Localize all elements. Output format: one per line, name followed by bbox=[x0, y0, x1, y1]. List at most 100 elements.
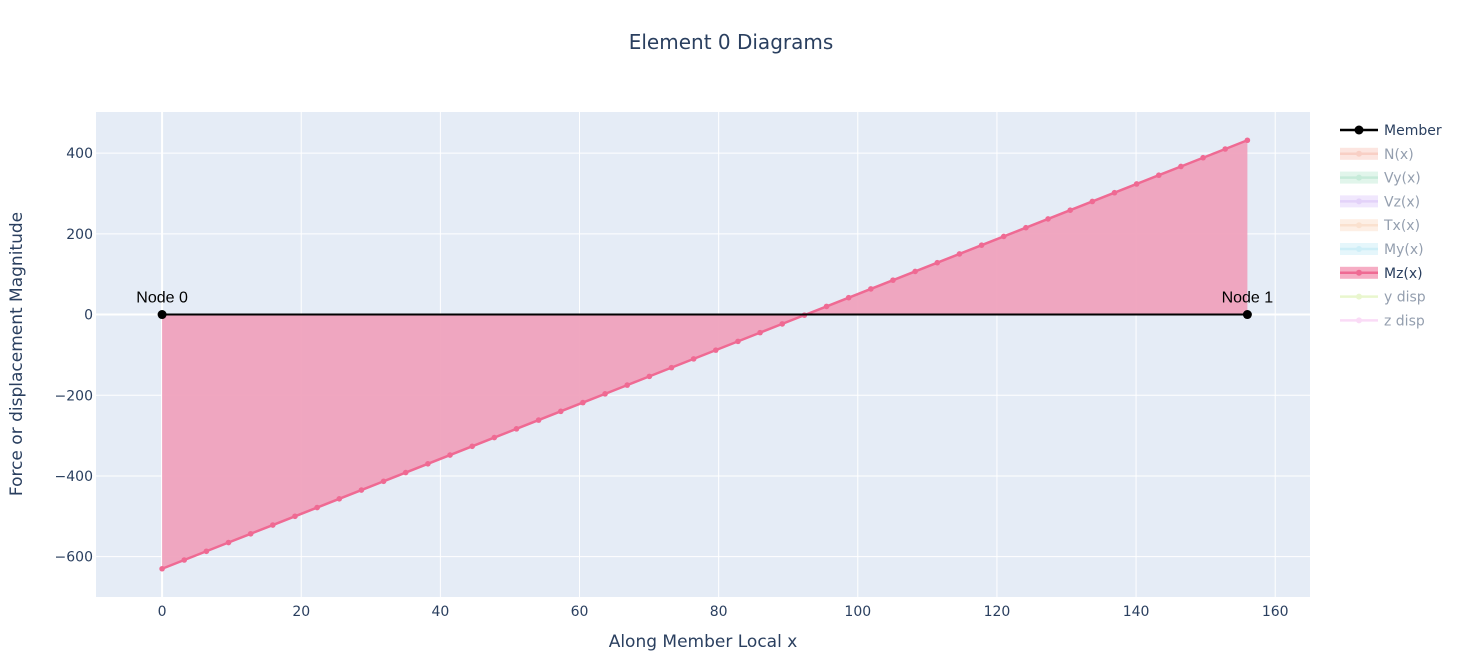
legend-label: Member bbox=[1384, 123, 1442, 139]
mz-point[interactable] bbox=[1045, 216, 1051, 222]
y-tick-label: −600 bbox=[55, 550, 93, 566]
legend-label: My(x) bbox=[1384, 242, 1424, 258]
mz-point[interactable] bbox=[669, 365, 675, 371]
legend-marker bbox=[1356, 294, 1362, 300]
x-tick-label: 0 bbox=[158, 604, 167, 620]
mz-point[interactable] bbox=[248, 531, 254, 537]
legend-label: Vy(x) bbox=[1384, 171, 1421, 187]
mz-point[interactable] bbox=[602, 391, 608, 397]
legend: Member N(x) Vy(x) Vz(x) Tx(x) My(x) Mz(x) y dis… bbox=[1340, 123, 1442, 329]
legend-item[interactable]: Member bbox=[1340, 123, 1442, 139]
legend-item[interactable]: N(x) bbox=[1340, 147, 1414, 163]
y-tick-label: 200 bbox=[66, 227, 93, 243]
legend-marker bbox=[1356, 270, 1362, 276]
mz-point[interactable] bbox=[536, 417, 542, 423]
mz-point[interactable] bbox=[647, 374, 653, 380]
x-tick-label: 120 bbox=[984, 604, 1011, 620]
mz-point[interactable] bbox=[381, 479, 387, 485]
mz-point[interactable] bbox=[1134, 181, 1140, 187]
y-axis-label: Force or displacement Magnitude bbox=[7, 212, 27, 496]
legend-item[interactable]: Vz(x) bbox=[1340, 194, 1420, 210]
legend-marker bbox=[1356, 246, 1362, 252]
x-tick-label: 60 bbox=[571, 604, 589, 620]
mz-point[interactable] bbox=[181, 557, 187, 563]
x-tick-label: 160 bbox=[1262, 604, 1289, 620]
mz-point[interactable] bbox=[1222, 146, 1228, 152]
mz-point[interactable] bbox=[1023, 225, 1029, 231]
mz-point[interactable] bbox=[779, 321, 785, 327]
mz-point[interactable] bbox=[1178, 164, 1184, 170]
legend-item[interactable]: y disp bbox=[1340, 290, 1426, 306]
y-axis-ticks: −600 −400 −200 0 200 400 bbox=[55, 146, 93, 565]
mz-point[interactable] bbox=[935, 260, 941, 266]
legend-marker bbox=[1356, 317, 1362, 323]
mz-point[interactable] bbox=[1156, 172, 1162, 178]
mz-point[interactable] bbox=[159, 566, 165, 572]
mz-point[interactable] bbox=[469, 444, 475, 450]
legend-item[interactable]: z disp bbox=[1340, 313, 1425, 329]
legend-label: Vz(x) bbox=[1384, 194, 1420, 210]
mz-point[interactable] bbox=[359, 487, 365, 493]
mz-point[interactable] bbox=[336, 496, 342, 502]
mz-point[interactable] bbox=[735, 339, 741, 345]
legend-item[interactable]: Vy(x) bbox=[1340, 171, 1421, 187]
legend-label: z disp bbox=[1384, 313, 1425, 329]
chart-title: Element 0 Diagrams bbox=[629, 30, 834, 54]
mz-point[interactable] bbox=[204, 548, 210, 554]
mz-point[interactable] bbox=[403, 470, 409, 476]
mz-point[interactable] bbox=[868, 286, 874, 292]
mz-point[interactable] bbox=[270, 522, 276, 528]
x-axis-label: Along Member Local x bbox=[609, 632, 798, 652]
x-tick-label: 40 bbox=[431, 604, 449, 620]
mz-point[interactable] bbox=[292, 513, 298, 519]
y-tick-label: 0 bbox=[84, 308, 93, 324]
legend-item[interactable]: Tx(x) bbox=[1340, 218, 1420, 234]
mz-point[interactable] bbox=[624, 382, 630, 388]
x-axis-ticks: 0 20 40 60 80 100 120 140 160 bbox=[158, 604, 1289, 620]
legend-marker bbox=[1355, 126, 1364, 135]
legend-marker bbox=[1356, 151, 1362, 157]
x-tick-label: 140 bbox=[1123, 604, 1150, 620]
legend-marker bbox=[1356, 175, 1362, 181]
member-node-marker[interactable] bbox=[158, 310, 167, 319]
mz-point[interactable] bbox=[1090, 199, 1096, 205]
node-annotation: Node 0 bbox=[136, 290, 188, 307]
mz-point[interactable] bbox=[846, 295, 852, 301]
mz-point[interactable] bbox=[425, 461, 431, 467]
mz-point[interactable] bbox=[514, 426, 520, 432]
mz-point[interactable] bbox=[824, 304, 830, 310]
y-tick-label: 400 bbox=[66, 146, 93, 162]
member-node-marker[interactable] bbox=[1243, 310, 1252, 319]
mz-point[interactable] bbox=[1001, 234, 1007, 240]
x-tick-label: 80 bbox=[710, 604, 728, 620]
mz-point[interactable] bbox=[580, 400, 586, 406]
mz-point[interactable] bbox=[1245, 137, 1251, 143]
mz-point[interactable] bbox=[1112, 190, 1118, 196]
x-tick-label: 20 bbox=[292, 604, 310, 620]
y-tick-label: −200 bbox=[55, 388, 93, 404]
mz-point[interactable] bbox=[447, 452, 453, 458]
mz-point[interactable] bbox=[957, 251, 963, 257]
mz-point[interactable] bbox=[691, 356, 697, 362]
mz-point[interactable] bbox=[1067, 207, 1073, 213]
mz-point[interactable] bbox=[912, 269, 918, 275]
mz-point[interactable] bbox=[558, 409, 564, 415]
mz-point[interactable] bbox=[713, 347, 719, 353]
legend-label: y disp bbox=[1384, 290, 1426, 306]
mz-point[interactable] bbox=[314, 505, 320, 511]
legend-marker bbox=[1356, 222, 1362, 228]
mz-point[interactable] bbox=[226, 540, 232, 546]
legend-label: Mz(x) bbox=[1384, 266, 1423, 282]
mz-point[interactable] bbox=[979, 242, 985, 248]
legend-item[interactable]: My(x) bbox=[1340, 242, 1424, 258]
y-tick-label: −400 bbox=[55, 469, 93, 485]
legend-item[interactable]: Mz(x) bbox=[1340, 266, 1423, 282]
legend-label: Tx(x) bbox=[1383, 218, 1420, 234]
x-tick-label: 100 bbox=[844, 604, 871, 620]
mz-point[interactable] bbox=[1200, 155, 1206, 161]
node-annotation: Node 1 bbox=[1222, 290, 1274, 307]
mz-point[interactable] bbox=[492, 435, 498, 441]
mz-point[interactable] bbox=[890, 277, 896, 283]
mz-point[interactable] bbox=[757, 330, 763, 336]
